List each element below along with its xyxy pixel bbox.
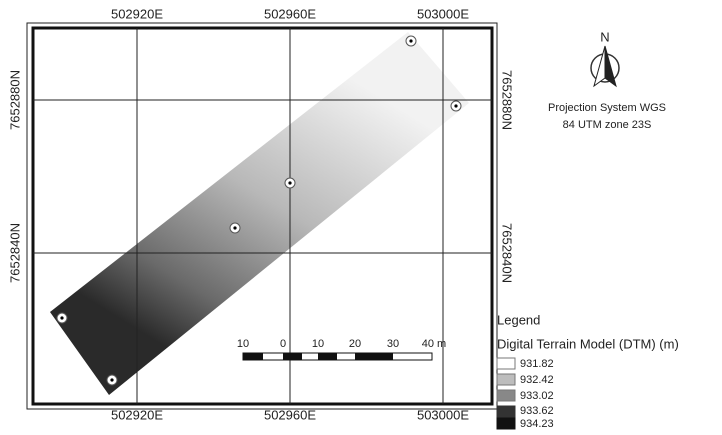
legend-title: Legend — [497, 312, 540, 327]
x-coordinate-label: 502920E — [111, 6, 163, 21]
legend-item: 933.02 — [520, 390, 554, 402]
scale-bar-segment — [283, 353, 302, 360]
legend-item: 932.42 — [520, 374, 554, 386]
x-coordinate-label: 503000E — [417, 6, 469, 21]
legend-swatch — [497, 406, 515, 417]
x-coordinate-label: 503000E — [417, 407, 469, 422]
y-coordinate-label: 7652840N — [7, 223, 22, 283]
scale-label: 10 — [237, 338, 249, 350]
scale-label: 40 m — [422, 338, 446, 350]
control-point — [406, 36, 416, 46]
x-coordinate-label: 502960E — [264, 6, 316, 21]
legend-item: 931.82 — [520, 358, 554, 370]
legend-swatch — [497, 358, 515, 369]
legend: Legend Digital Terrain Model (DTM) (m) 9… — [497, 312, 679, 429]
north-arrow: N — [591, 29, 619, 86]
projection-text: Projection System WGS — [548, 102, 666, 114]
legend-swatch — [497, 418, 515, 429]
scale-label: 0 — [280, 338, 286, 350]
control-point — [57, 313, 67, 323]
x-coordinate-label: 502920E — [111, 407, 163, 422]
scale-label: 10 — [312, 338, 324, 350]
legend-item: 934.23 — [520, 418, 554, 430]
scale-bar-segment — [355, 353, 393, 360]
control-point — [285, 178, 295, 188]
scale-label: 20 — [349, 338, 361, 350]
y-coordinate-label: 7652880N — [7, 70, 22, 130]
north-label: N — [600, 29, 609, 44]
control-point — [107, 375, 117, 385]
legend-subtitle: Digital Terrain Model (DTM) (m) — [497, 336, 679, 351]
projection-text: 84 UTM zone 23S — [563, 119, 652, 131]
map-figure: 502920E 502960E 503000E 502920E 502960E … — [0, 0, 722, 430]
scale-bar-segment — [318, 353, 337, 360]
control-point — [230, 223, 240, 233]
scale-bar-segment — [243, 353, 263, 360]
x-coordinate-label: 502960E — [264, 407, 316, 422]
legend-swatch — [497, 374, 515, 385]
legend-swatch — [497, 390, 515, 401]
scale-bar-frame — [243, 353, 432, 360]
control-point — [451, 101, 461, 111]
legend-item: 933.62 — [520, 405, 554, 417]
scale-label: 30 — [387, 338, 399, 350]
y-coordinate-label: 7652840N — [500, 223, 515, 283]
y-coordinate-label: 7652880N — [500, 70, 515, 130]
page: { "map": { "x_labels": ["502920E", "5029… — [0, 0, 722, 430]
